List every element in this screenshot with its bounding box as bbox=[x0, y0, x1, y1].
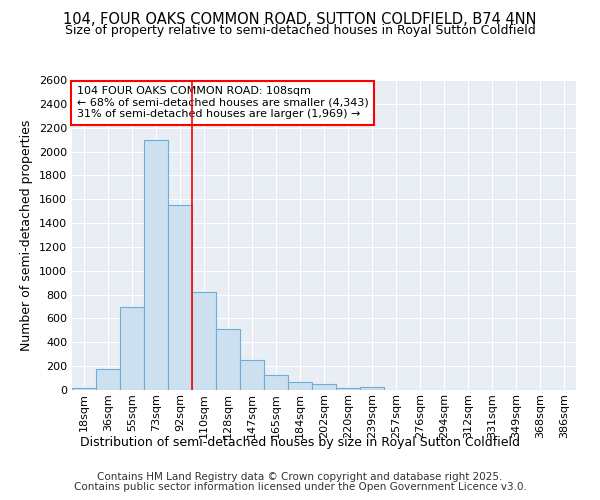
Text: Contains public sector information licensed under the Open Government Licence v3: Contains public sector information licen… bbox=[74, 482, 526, 492]
Bar bbox=[240, 360, 264, 390]
Bar bbox=[120, 306, 144, 390]
Bar bbox=[288, 382, 312, 390]
Bar bbox=[336, 388, 360, 390]
Text: 104, FOUR OAKS COMMON ROAD, SUTTON COLDFIELD, B74 4NN: 104, FOUR OAKS COMMON ROAD, SUTTON COLDF… bbox=[63, 12, 537, 28]
Bar bbox=[312, 384, 336, 390]
Bar bbox=[216, 329, 240, 390]
Bar bbox=[168, 205, 192, 390]
Bar bbox=[264, 374, 288, 390]
Text: Contains HM Land Registry data © Crown copyright and database right 2025.: Contains HM Land Registry data © Crown c… bbox=[97, 472, 503, 482]
Bar bbox=[96, 369, 120, 390]
Text: Size of property relative to semi-detached houses in Royal Sutton Coldfield: Size of property relative to semi-detach… bbox=[65, 24, 535, 37]
Text: 104 FOUR OAKS COMMON ROAD: 108sqm
← 68% of semi-detached houses are smaller (4,3: 104 FOUR OAKS COMMON ROAD: 108sqm ← 68% … bbox=[77, 86, 369, 120]
Bar bbox=[144, 140, 168, 390]
Bar bbox=[72, 388, 96, 390]
Bar bbox=[192, 292, 216, 390]
Bar bbox=[360, 387, 384, 390]
Y-axis label: Number of semi-detached properties: Number of semi-detached properties bbox=[20, 120, 34, 350]
Text: Distribution of semi-detached houses by size in Royal Sutton Coldfield: Distribution of semi-detached houses by … bbox=[80, 436, 520, 449]
